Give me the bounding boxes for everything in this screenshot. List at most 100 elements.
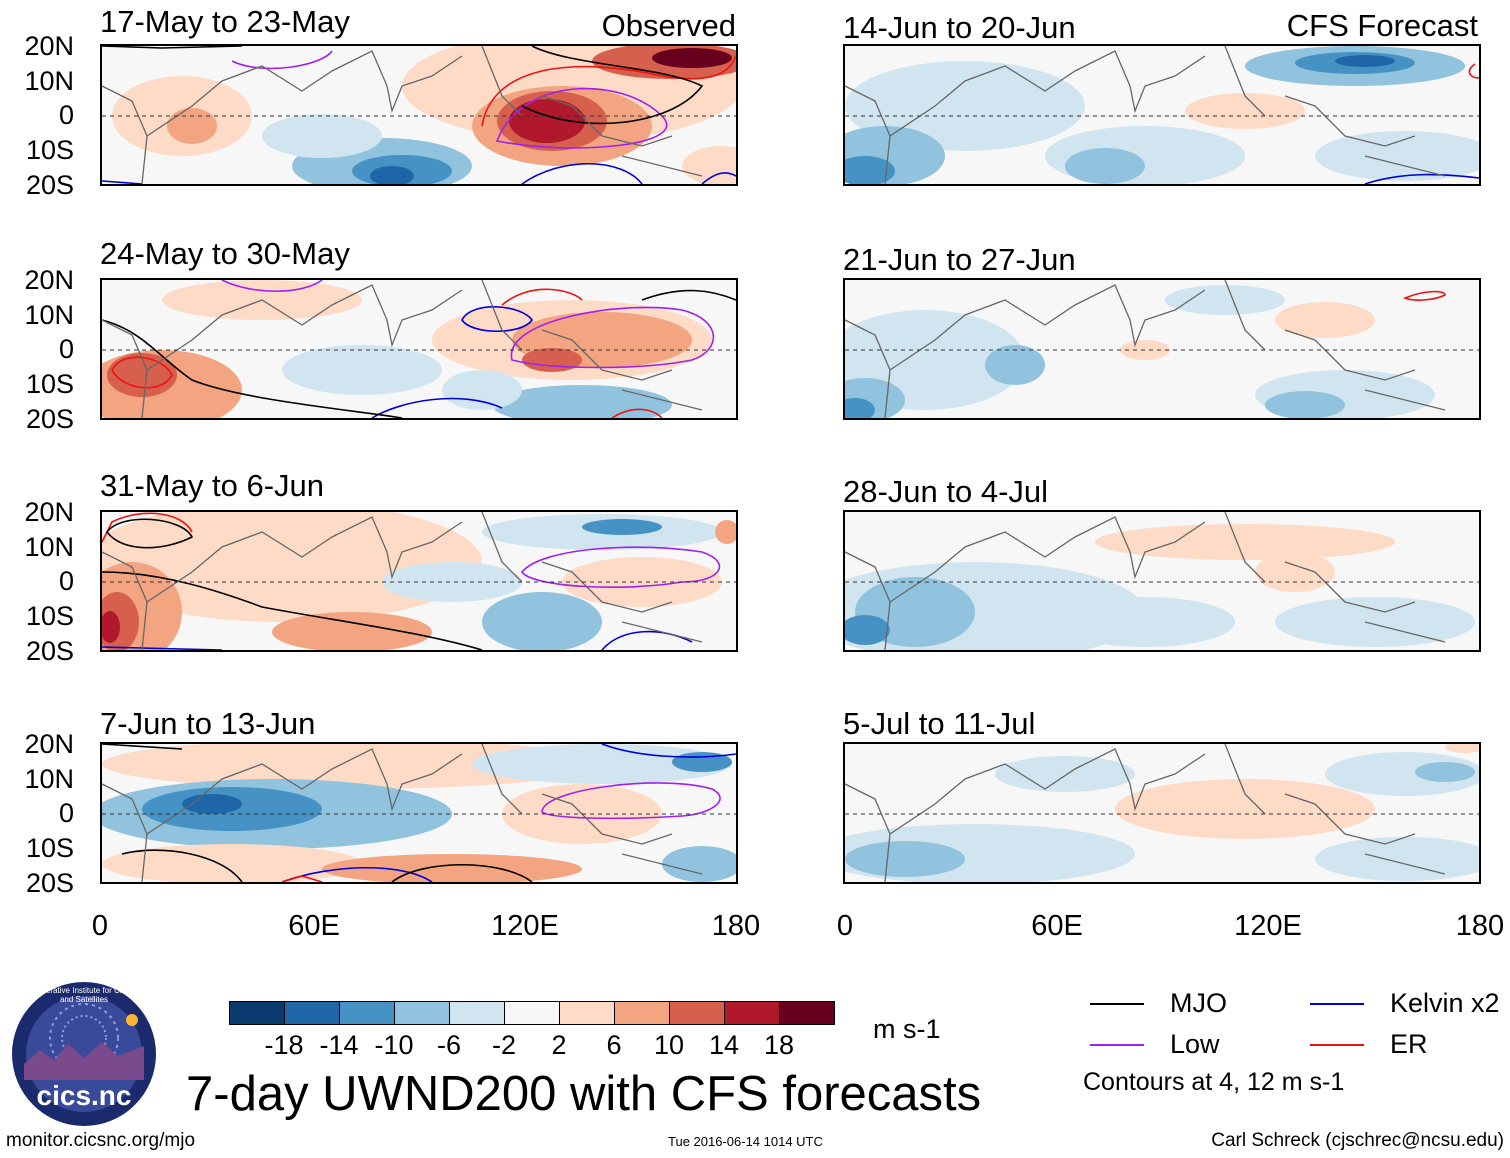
lat-label: 20N (24, 31, 74, 61)
footer-author: Carl Schreck (cjschrec@ncsu.edu) (1211, 1130, 1504, 1151)
map-frame (100, 510, 738, 652)
colorbar-box (284, 1001, 340, 1025)
lat-label: 0 (58, 100, 74, 130)
legend-line-kelvin (1310, 1003, 1364, 1005)
colorbar-box (559, 1001, 615, 1025)
legend-line-mjo (1090, 1003, 1144, 1005)
colorbar-tick-label: 2 (551, 1030, 567, 1060)
lon-label: 60E (1031, 910, 1083, 942)
lat-label: 20S (25, 868, 74, 898)
colorbar-box (504, 1001, 560, 1025)
colorbar-box (339, 1001, 395, 1025)
map-svg (845, 46, 1479, 184)
lat-label: 10N (24, 532, 74, 562)
lon-label: 120E (491, 910, 559, 942)
forecast-label: CFS Forecast (1286, 8, 1478, 43)
colorbar-box (449, 1001, 505, 1025)
lat-label: 10S (25, 135, 74, 165)
colorbar-tick-label: -18 (264, 1030, 304, 1060)
lat-label: 10S (25, 369, 74, 399)
colorbar-tick-label: 10 (653, 1030, 685, 1060)
panel-date-obs-1: 17-May to 23-May (100, 4, 350, 39)
map-panel-fc-1 (843, 44, 1481, 186)
legend-line-er (1310, 1044, 1364, 1046)
panel-date-fc-2: 21-Jun to 27-Jun (843, 242, 1076, 277)
colorbar-box (724, 1001, 780, 1025)
lat-label: 20N (24, 729, 74, 759)
lat-label: 0 (58, 566, 74, 596)
map-svg (102, 280, 736, 418)
lat-label: 20N (24, 497, 74, 527)
lat-label: 0 (58, 334, 74, 364)
lon-label: 0 (91, 910, 109, 942)
lat-label: 10S (25, 601, 74, 631)
lat-label: 0 (58, 798, 74, 828)
map-svg (102, 46, 736, 184)
logo-label: cics.nc (36, 1080, 132, 1111)
panel-date-obs-2: 24-May to 30-May (100, 236, 350, 271)
lat-label: 20N (24, 265, 74, 295)
colorbar-box (394, 1001, 450, 1025)
footer-url: monitor.cicsnc.org/mjo (6, 1130, 196, 1151)
legend-label-mjo: MJO (1170, 988, 1227, 1018)
colorbar-box (779, 1001, 835, 1025)
observed-label: Observed (601, 8, 736, 43)
map-panel-fc-4 (843, 742, 1481, 884)
figure-title: 7-day UWND200 with CFS forecasts (186, 1067, 982, 1121)
lon-label: 0 (836, 910, 854, 942)
lon-label: 180 (1455, 910, 1505, 942)
map-panel-obs-3 (100, 510, 738, 652)
map-svg (845, 280, 1479, 418)
colorbar-tick-label: 18 (763, 1030, 795, 1060)
contour-note: Contours at 4, 12 m s-1 (1083, 1068, 1345, 1096)
logo-org-text: Cooperative Institute for Climate and Sa… (26, 986, 142, 1004)
legend-label-low: Low (1170, 1029, 1220, 1059)
panel-date-fc-1: 14-Jun to 20-Jun (843, 10, 1076, 45)
panel-date-obs-4: 7-Jun to 13-Jun (100, 706, 316, 741)
colorbar-box (614, 1001, 670, 1025)
map-frame (843, 44, 1481, 186)
map-panel-obs-2 (100, 278, 738, 420)
units-label: m s-1 (873, 1014, 941, 1044)
cics-logo: Cooperative Institute for Climate and Sa… (10, 980, 158, 1128)
colorbar (229, 1001, 835, 1025)
colorbar-tick-label: -6 (436, 1030, 461, 1060)
legend-line-low (1090, 1044, 1144, 1046)
lat-label: 10N (24, 300, 74, 330)
panel-date-obs-3: 31-May to 6-Jun (100, 468, 324, 503)
map-frame (843, 742, 1481, 884)
lon-label: 120E (1234, 910, 1302, 942)
colorbar-box (229, 1001, 285, 1025)
colorbar-tick-label: -10 (374, 1030, 414, 1060)
colorbar-tick-label: -14 (319, 1030, 359, 1060)
map-frame (843, 278, 1481, 420)
map-frame (100, 742, 738, 884)
map-panel-obs-1 (100, 44, 738, 186)
lat-label: 20S (25, 404, 74, 434)
lat-label: 20S (25, 170, 74, 200)
colorbar-box (669, 1001, 725, 1025)
legend-label-kelvin: Kelvin x2 (1390, 988, 1500, 1018)
map-frame (100, 278, 738, 420)
panel-date-fc-4: 5-Jul to 11-Jul (843, 706, 1036, 741)
map-frame (100, 44, 738, 186)
cics-logo-icon (12, 982, 156, 1126)
map-svg (102, 744, 736, 882)
legend-label-er: ER (1390, 1029, 1428, 1059)
lon-label: 60E (288, 910, 340, 942)
map-frame (843, 510, 1481, 652)
footer-timestamp: Tue 2016-06-14 1014 UTC (668, 1134, 823, 1149)
map-svg (102, 512, 736, 650)
colorbar-tick-label: 14 (708, 1030, 740, 1060)
lon-label: 180 (711, 910, 761, 942)
lat-label: 20S (25, 636, 74, 666)
colorbar-tick-label: 6 (606, 1030, 622, 1060)
colorbar-tick-label: -2 (491, 1030, 516, 1060)
lat-label: 10N (24, 66, 74, 96)
lat-label: 10S (25, 833, 74, 863)
map-panel-fc-2 (843, 278, 1481, 420)
map-svg (845, 744, 1479, 882)
map-panel-obs-4 (100, 742, 738, 884)
panel-date-fc-3: 28-Jun to 4-Jul (843, 474, 1049, 509)
